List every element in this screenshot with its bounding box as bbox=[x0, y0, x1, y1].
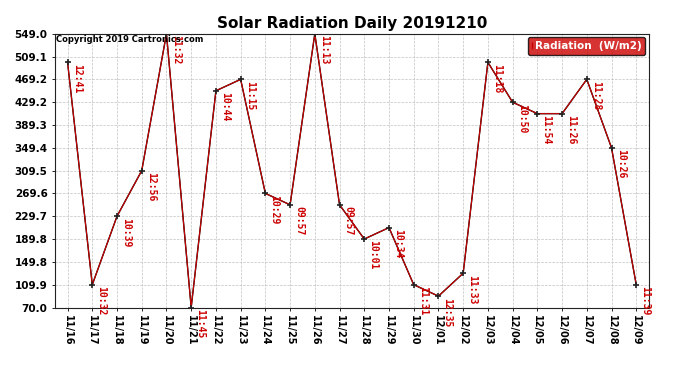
Text: 10:26: 10:26 bbox=[615, 149, 626, 178]
Text: 11:26: 11:26 bbox=[566, 115, 576, 144]
Text: 11:31: 11:31 bbox=[418, 286, 428, 315]
Text: 09:57: 09:57 bbox=[294, 206, 304, 236]
Text: 12:35: 12:35 bbox=[442, 297, 453, 327]
Text: 10:34: 10:34 bbox=[393, 229, 403, 258]
Text: 12:56: 12:56 bbox=[146, 172, 156, 201]
Text: 11:32: 11:32 bbox=[170, 35, 181, 64]
Text: 11:18: 11:18 bbox=[492, 64, 502, 93]
Text: 10:44: 10:44 bbox=[220, 92, 230, 122]
Text: 10:32: 10:32 bbox=[97, 286, 106, 315]
Text: 11:45: 11:45 bbox=[195, 309, 206, 338]
Text: 09:57: 09:57 bbox=[344, 206, 354, 236]
Text: 11:33: 11:33 bbox=[467, 274, 477, 304]
Text: 12:41: 12:41 bbox=[72, 64, 81, 93]
Text: 10:01: 10:01 bbox=[368, 240, 378, 270]
Text: 11:39: 11:39 bbox=[640, 286, 651, 315]
Text: 10:50: 10:50 bbox=[517, 104, 526, 133]
Text: 11:54: 11:54 bbox=[542, 115, 551, 144]
Text: Copyright 2019 Cartronics.com: Copyright 2019 Cartronics.com bbox=[57, 35, 204, 44]
Title: Solar Radiation Daily 20191210: Solar Radiation Daily 20191210 bbox=[217, 16, 487, 31]
Text: 10:29: 10:29 bbox=[270, 195, 279, 224]
Legend: Radiation  (W/m2): Radiation (W/m2) bbox=[529, 37, 645, 55]
Text: 11:15: 11:15 bbox=[245, 81, 255, 110]
Text: 10:39: 10:39 bbox=[121, 217, 131, 247]
Text: 11:13: 11:13 bbox=[319, 35, 329, 64]
Text: 11:28: 11:28 bbox=[591, 81, 601, 110]
